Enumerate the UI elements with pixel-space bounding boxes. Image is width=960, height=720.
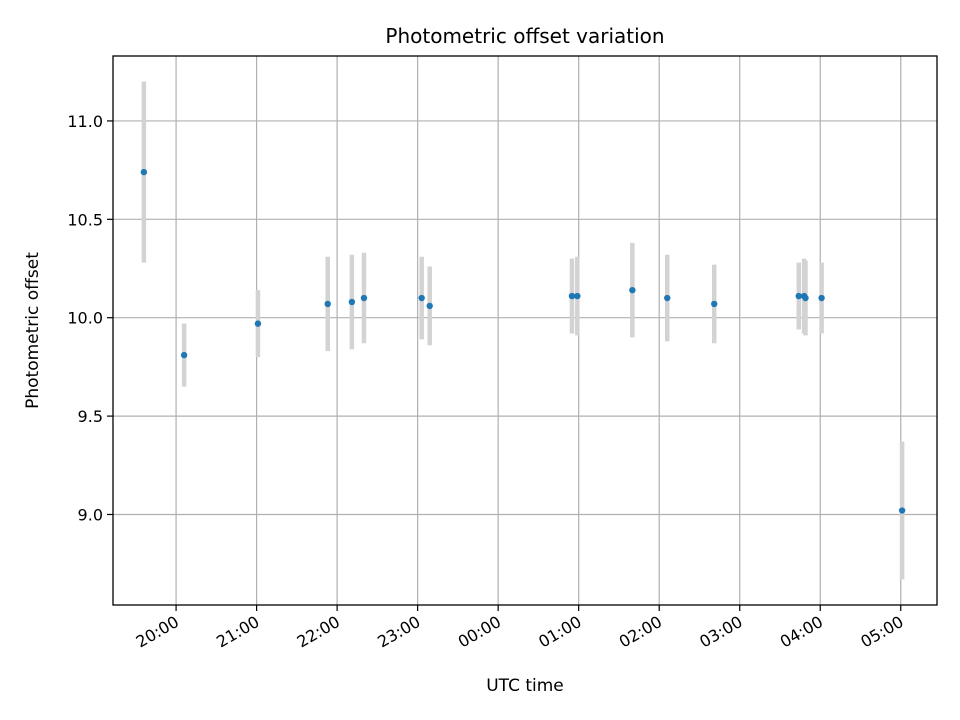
data-point (360, 294, 368, 302)
data-point (664, 294, 671, 302)
y-axis-label: Photometric offset (23, 252, 43, 409)
data-point (140, 168, 148, 176)
y-tick-label: 9.5 (78, 407, 103, 426)
chart-title: Photometric offset variation (385, 24, 664, 48)
data-point (818, 294, 825, 302)
data-points (140, 168, 906, 514)
data-point (348, 298, 356, 306)
data-point (898, 507, 906, 514)
data-point (324, 300, 331, 308)
y-tick-label: 9.0 (78, 505, 103, 524)
y-tick-label: 10.0 (67, 309, 103, 328)
y-tick-label: 10.5 (67, 210, 103, 229)
data-point (254, 320, 262, 327)
data-point (418, 294, 425, 302)
y-tick-label: 11.0 (67, 112, 103, 131)
data-point (180, 351, 188, 359)
data-point (629, 286, 636, 294)
data-point (426, 302, 433, 310)
data-point (574, 292, 581, 300)
x-axis-label: UTC time (486, 676, 564, 696)
data-point (568, 292, 576, 300)
data-point (802, 294, 809, 302)
data-point (711, 300, 718, 308)
data-point (795, 292, 802, 300)
plot-area-frame (112, 55, 938, 606)
